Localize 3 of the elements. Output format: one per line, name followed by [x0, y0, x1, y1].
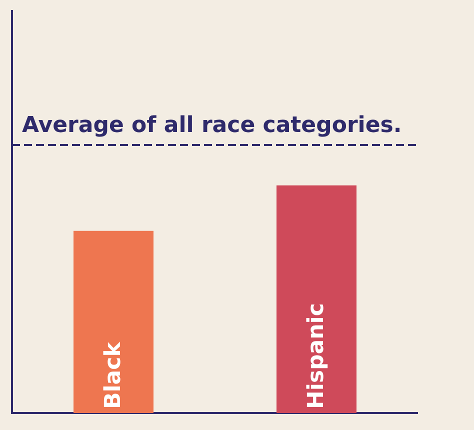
x-tick-label: Hispanic	[304, 303, 329, 409]
ref-line-label: Average of all race categories.	[22, 112, 402, 138]
x-tick-label: Black	[101, 340, 126, 409]
